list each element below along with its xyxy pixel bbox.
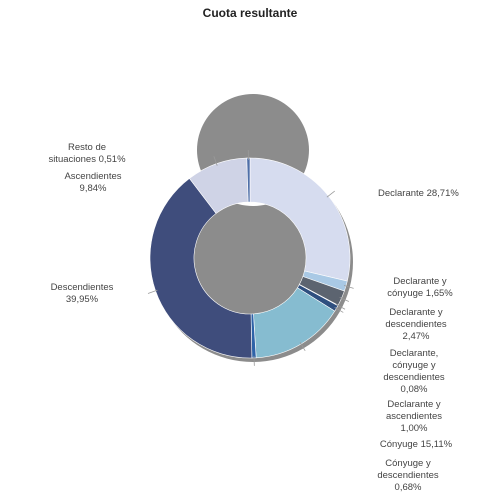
slice-label-2: Declarante y cónyuge 1,65%	[387, 276, 453, 299]
slice-label-line: 0,68%	[395, 482, 422, 493]
leader-line	[343, 285, 354, 289]
slice-label-4: Declarante, cónyuge y descendientes 0,08%	[383, 348, 445, 395]
pie-slice-10[interactable]: Resto de situaciones 0,51%	[246, 157, 251, 203]
slice-label-line: descendientes	[385, 319, 447, 330]
slice-label-line: ascendientes	[386, 411, 442, 422]
chart-title: Cuota resultante	[202, 6, 298, 20]
slice-label-3: Declarante y descendientes 2,47%	[385, 307, 447, 342]
slice-label-line: 9,84%	[80, 183, 107, 194]
slice-label-line: Declarante y	[393, 276, 447, 287]
slice-label-line: 1,00%	[401, 423, 428, 434]
slice-label-1: Declarante 28,71%	[378, 188, 459, 199]
slice-label-7: Cónyuge y descendientes 0,68%	[377, 458, 439, 493]
leader-line	[334, 307, 344, 313]
slice-label-line: Declarante,	[390, 348, 439, 359]
slice-label-line: 39,95%	[66, 294, 99, 305]
slice-label-6: Cónyuge 15,11%	[380, 439, 453, 450]
slice-label-line: Ascendientes	[64, 171, 121, 182]
leader-line	[339, 297, 350, 302]
pie-slice-8[interactable]: Descendientes 39,95%	[149, 177, 253, 359]
leader-line	[326, 190, 335, 198]
slice-label-line: 2,47%	[403, 331, 430, 342]
slice-label-5: Declarante y ascendientes 1,00%	[386, 399, 442, 434]
pie-slice-1[interactable]: Declarante 28,71%	[249, 157, 351, 282]
slice-label-line: descendientes	[377, 470, 439, 481]
slice-label-line: cónyuge 1,65%	[387, 288, 453, 299]
slice-label-line: Declarante 28,71%	[378, 188, 459, 199]
slice-label-line: descendientes	[383, 372, 445, 383]
slice-label-line: 0,08%	[401, 384, 428, 395]
leader-line	[147, 289, 158, 294]
slice-label-9: Ascendientes 9,84%	[64, 171, 121, 194]
slice-label-line: Declarante y	[389, 307, 443, 318]
slice-label-line: Resto de	[68, 142, 106, 153]
slice-label-line: Cónyuge 15,11%	[380, 439, 453, 450]
slice-label-line: situaciones 0,51%	[48, 154, 126, 165]
slice-label-line: Descendientes	[51, 282, 114, 293]
slice-label-10: Resto de situaciones 0,51%	[48, 142, 126, 165]
slice-label-line: Declarante y	[387, 399, 441, 410]
slice-label-line: Cónyuge y	[385, 458, 431, 469]
slice-label-line: cónyuge y	[392, 360, 436, 371]
slice-label-8: Descendientes 39,95%	[51, 282, 114, 305]
leader-line	[299, 342, 306, 352]
leader-line	[336, 304, 346, 310]
leader-line	[213, 156, 218, 166]
